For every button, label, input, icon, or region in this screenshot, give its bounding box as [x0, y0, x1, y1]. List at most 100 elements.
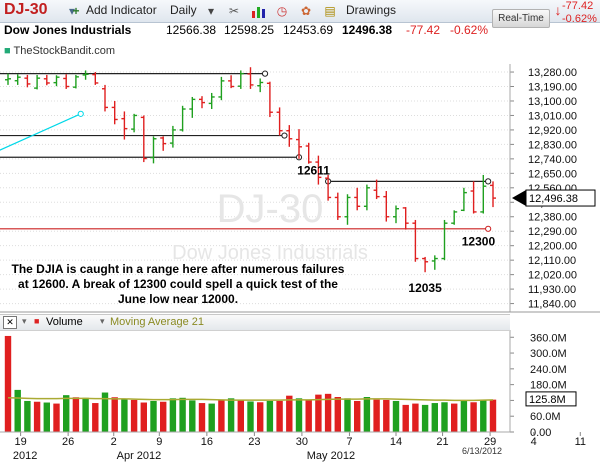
ohlc-bar — [431, 255, 438, 270]
add-indicator-button[interactable]: Add Indicator — [86, 3, 157, 17]
volume-bar — [33, 401, 41, 432]
ohlc-bar — [218, 76, 225, 101]
ohlc-bar — [121, 111, 128, 140]
down-arrow-icon: ↓ — [554, 2, 562, 18]
y-tick-label: 12,020.00 — [528, 270, 577, 282]
source-label: ■ TheStockBandit.com — [4, 45, 115, 57]
y-tick-label: 11,930.00 — [528, 284, 576, 296]
price-label: 12300 — [462, 235, 496, 249]
vol-tick-label: 300.0M — [530, 348, 567, 360]
ohlc-bar — [383, 191, 390, 222]
date-stamp: 6/13/2012 — [462, 446, 503, 456]
grid — [0, 71, 510, 305]
volume-bar — [295, 398, 303, 432]
symbol-label[interactable]: DJ-30 — [4, 1, 48, 18]
ohlc-bar — [305, 142, 312, 164]
source-marker-icon: ■ — [4, 45, 11, 57]
y-tick-label: 12,740.00 — [528, 154, 577, 166]
volume-label[interactable]: Volume — [46, 316, 83, 328]
ohlc-bar — [102, 84, 108, 112]
interval-select[interactable]: Daily — [170, 3, 197, 17]
ohlc-bar — [344, 194, 351, 225]
chevron-down-icon[interactable]: ▾ — [207, 4, 215, 18]
tools-icon[interactable]: ✂ — [228, 4, 240, 18]
ohlc-bar — [373, 179, 380, 200]
palette-icon[interactable]: ✿ — [300, 4, 312, 18]
volume-bar — [53, 403, 60, 432]
volume-series — [4, 335, 497, 432]
volume-bar — [324, 393, 332, 432]
volume-bar — [43, 402, 50, 432]
ohlc-bar — [63, 74, 70, 89]
ohlc-bar — [140, 115, 147, 163]
volume-bar — [218, 399, 225, 432]
x-tick-label: 7 — [346, 436, 352, 448]
ma-label[interactable]: Moving Average 21 — [110, 316, 204, 328]
volume-bar — [412, 403, 419, 432]
ohlc-bar — [160, 136, 167, 151]
x-tick-label: 29 — [484, 436, 496, 448]
y-tick-label: 12,200.00 — [528, 241, 577, 253]
close-icon[interactable]: ✕ — [3, 316, 17, 329]
vol-tick-label: 240.0M — [530, 364, 567, 376]
volume-bar — [354, 400, 361, 432]
dropdown-icon[interactable]: ▾ — [68, 4, 76, 18]
price-labels: 12611 12300 12035 — [297, 164, 495, 296]
y-tick-label: 13,010.00 — [528, 110, 577, 122]
ohlc-bar — [131, 113, 138, 133]
bar-chart-icon[interactable] — [250, 3, 266, 19]
drawings-button[interactable]: Drawings — [346, 3, 397, 17]
ohlc-bar — [208, 92, 215, 110]
volume-bar — [121, 399, 128, 432]
volume-bar — [4, 335, 12, 432]
volume-bar — [460, 400, 468, 432]
ohlc-bar — [43, 74, 50, 86]
volume-bar — [373, 399, 380, 432]
ohlc-bar — [53, 75, 60, 87]
volume-bar — [344, 398, 351, 432]
x-tick-label: 9 — [156, 436, 162, 448]
realtime-button[interactable]: Real-Time — [492, 9, 550, 28]
plus-icon[interactable]: + — [72, 4, 80, 18]
ohlc-bar — [14, 74, 21, 85]
vol-tick-label: 360.0M — [530, 332, 567, 344]
volume-bar — [286, 395, 293, 432]
volume-bar — [160, 401, 167, 432]
ohlc-bar — [228, 75, 235, 89]
volume-bar — [130, 399, 138, 432]
open-value: 12566.38 — [166, 23, 217, 37]
volume-bar — [198, 403, 206, 432]
x-month-label: 2012 — [13, 450, 37, 462]
last-volume-box — [525, 391, 577, 407]
ohlc-bar — [34, 74, 41, 90]
line-endpoint — [281, 132, 288, 139]
line-endpoint — [77, 110, 84, 117]
ohlc-bar — [169, 125, 176, 148]
volume-bar — [421, 404, 429, 432]
ohlc-bar — [412, 219, 419, 262]
ma-collapse-icon[interactable]: ▾ — [100, 316, 105, 326]
collapse-icon[interactable]: ▾ — [22, 316, 27, 326]
x-tick-label: 16 — [201, 436, 213, 448]
ohlc-bar — [199, 96, 205, 109]
ohlc-bar — [82, 70, 89, 80]
annotation: The DJIA is caught in a range here after… — [11, 262, 345, 306]
low-value: 12453.69 — [283, 23, 334, 37]
volume-bar — [315, 394, 322, 432]
x-month-label: Apr 2012 — [117, 450, 162, 462]
ohlc-bar — [5, 73, 11, 85]
y-tick-label: 11,840.00 — [528, 299, 576, 311]
volume-bar — [489, 399, 497, 432]
trend-lines — [0, 70, 492, 232]
clock-icon[interactable]: ◷ — [276, 4, 288, 18]
volume-bar — [266, 400, 274, 432]
price-label: 12035 — [408, 281, 442, 295]
change-pct-value: -0.62% — [450, 23, 489, 37]
ohlc-bar — [325, 174, 332, 201]
ohlc-bar — [286, 125, 293, 147]
volume-ma-line — [7, 397, 494, 402]
y-tick-label: 12,290.00 — [528, 226, 577, 238]
y-tick-label: 12,380.00 — [528, 212, 577, 224]
note-icon[interactable]: ▤ — [324, 4, 336, 18]
